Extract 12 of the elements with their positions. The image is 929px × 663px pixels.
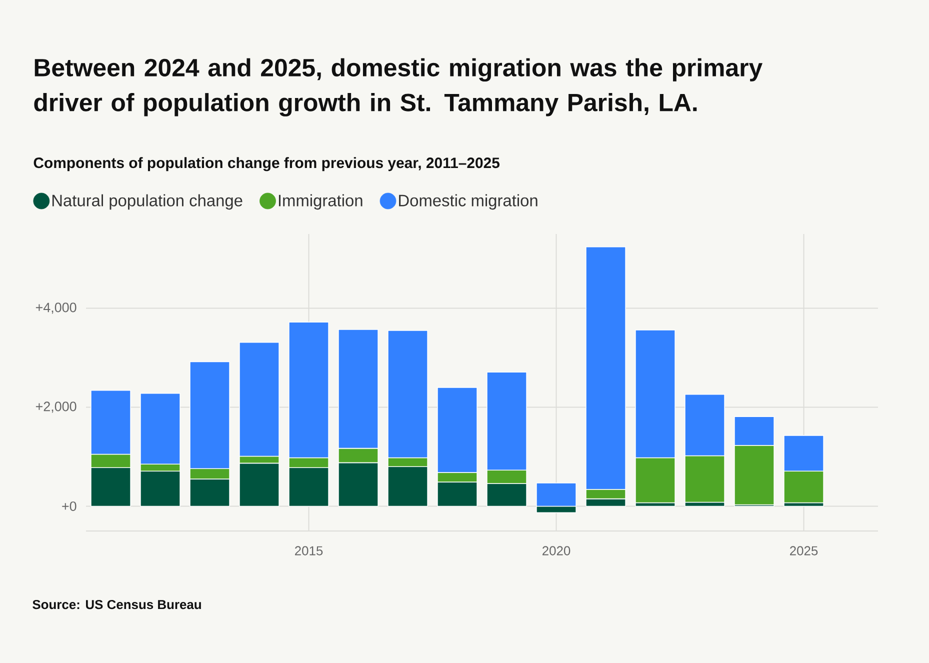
- chart-subtitle: Components of population change from previous year, 2011–2025: [34, 157, 500, 172]
- y-tick-label: +4,000: [36, 302, 76, 314]
- y-tick-label: +2,000: [36, 402, 76, 413]
- y-tick-label: +0: [62, 501, 76, 511]
- source-note: Source: US Census Bureau: [32, 600, 201, 610]
- x-tick-label: 2020: [542, 546, 570, 556]
- x-tick-label: 2015: [295, 546, 323, 556]
- legend-label: Natural population change: [52, 194, 242, 210]
- chart-title: Between 2024 and 2025, domestic migration was the primary driver of population growth in St. Tammany Parish, LA.: [34, 58, 762, 116]
- legend-label: Domestic migration: [399, 194, 538, 210]
- legend-label: Immigration: [278, 194, 362, 210]
- x-tick-label: 2025: [790, 546, 818, 556]
